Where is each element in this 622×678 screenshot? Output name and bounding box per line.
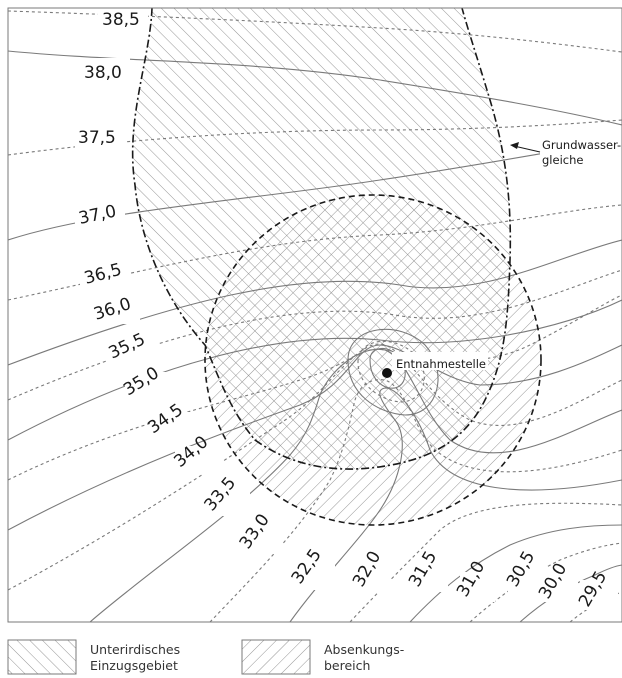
isoline-label: 38,5 — [102, 10, 140, 30]
isoline-33-5 — [8, 343, 622, 591]
isoline-34-0 — [8, 344, 622, 531]
legend-drawdown-line2: bereich — [324, 658, 370, 673]
isoline-31-0 — [409, 524, 622, 622]
legend-catchment-line1: Unterirdisches — [90, 642, 180, 657]
isoline-well-inner — [369, 347, 406, 389]
groundwater-label-line1: Grundwasser- — [542, 138, 621, 152]
isoline-well-outer — [347, 328, 439, 416]
isoline-label: 38,0 — [84, 63, 122, 83]
well-point — [382, 368, 392, 378]
callout-arrow-icon — [510, 142, 519, 149]
isoline-label: 37,5 — [78, 128, 116, 148]
drawdown-boundary — [204, 194, 542, 526]
groundwater-label-line2: gleiche — [542, 153, 583, 167]
legend-drawdown-line1: Absenkungs- — [324, 642, 404, 657]
callout-arrow-line — [513, 145, 541, 153]
map-frame — [7, 7, 622, 623]
legend: Unterirdisches Einzugsgebiet Absenkungs-… — [7, 639, 404, 675]
drawdown-area — [205, 195, 541, 525]
isoline-30-0 — [519, 564, 622, 622]
well-label: Entnahmestelle — [396, 357, 486, 371]
legend-swatch-drawdown — [241, 639, 311, 675]
legend-catchment-line2: Einzugsgebiet — [90, 658, 178, 673]
isoline-35-5 — [8, 269, 622, 401]
legend-swatch-catchment — [7, 639, 77, 675]
